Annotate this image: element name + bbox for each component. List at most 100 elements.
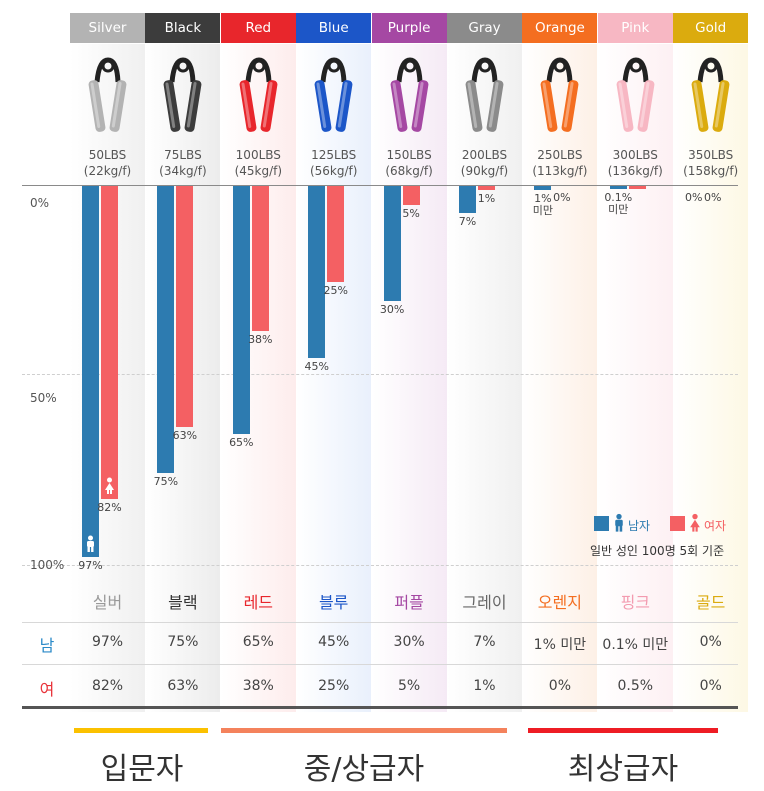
table-cell-female: 38% bbox=[242, 678, 274, 694]
y-tick-label: 100% bbox=[30, 558, 65, 572]
weight-kgf: (22kg/f) bbox=[83, 164, 132, 178]
legend-note: 일반 성인 100명 5회 기준 bbox=[590, 544, 725, 558]
table-cell-male: 0.1% 미만 bbox=[602, 637, 669, 653]
category-name: 실버 bbox=[92, 593, 123, 612]
tier-label: 입문자 bbox=[100, 752, 184, 787]
male-value-label: 30% bbox=[379, 302, 405, 316]
weight-kgf: (45kg/f) bbox=[234, 164, 283, 178]
legend-male-swatch bbox=[594, 516, 609, 531]
table-cell-female: 63% bbox=[167, 678, 199, 694]
female-value-label: 38% bbox=[248, 333, 273, 347]
female-value-label: 25% bbox=[323, 283, 348, 297]
weight-lbs: 100LBS bbox=[235, 148, 281, 162]
weight-lbs: 75LBS bbox=[164, 148, 202, 162]
tier-bar bbox=[528, 728, 718, 733]
male-value-label: 97% bbox=[78, 558, 103, 572]
table-cell-male: 30% bbox=[393, 634, 425, 650]
table-cell-male: 0% bbox=[699, 634, 722, 650]
female-bar bbox=[176, 186, 194, 427]
header-orange: Orange bbox=[522, 13, 598, 43]
axis-top-line bbox=[22, 185, 738, 186]
hand-gripper-icon bbox=[447, 52, 522, 140]
tier-label: 최상급자 bbox=[567, 752, 679, 787]
male-bar bbox=[459, 186, 476, 213]
header-pink: Pink bbox=[597, 13, 673, 43]
table-cell-female: 25% bbox=[318, 678, 350, 694]
female-bar bbox=[101, 186, 118, 500]
category-name: 블루 bbox=[318, 593, 349, 612]
category-name: 오렌지 bbox=[537, 593, 582, 612]
hand-gripper-icon bbox=[372, 52, 447, 140]
weight-kgf: (68kg/f) bbox=[385, 164, 433, 178]
female-bar bbox=[478, 186, 495, 190]
header-blue: Blue bbox=[296, 13, 372, 43]
male-bar bbox=[308, 186, 326, 358]
male-bar bbox=[383, 186, 401, 301]
table-cell-female: 0% bbox=[699, 678, 722, 694]
table-cell-male: 45% bbox=[318, 634, 350, 650]
tier-label: 중/상급자 bbox=[303, 752, 425, 787]
female-figure-icon bbox=[103, 477, 116, 499]
weight-label: 250LBS (113kg/f) bbox=[522, 147, 597, 179]
table-cell-male: 1% 미만 bbox=[533, 637, 587, 653]
header-black: Black bbox=[145, 13, 221, 43]
male-bar bbox=[232, 186, 250, 435]
table-cell-female: 1% bbox=[473, 678, 496, 694]
row-label-female: 여 bbox=[39, 680, 55, 699]
male-value-label: 1% 미만 bbox=[532, 191, 554, 217]
weight-label: 125LBS (56kg/f) bbox=[296, 147, 371, 179]
column-background bbox=[447, 44, 522, 712]
header-red: Red bbox=[220, 13, 296, 43]
hand-gripper-icon bbox=[522, 52, 597, 140]
weight-label: 200LBS (90kg/f) bbox=[447, 147, 522, 179]
legend-male-icon bbox=[612, 513, 626, 537]
category-name: 골드 bbox=[695, 593, 726, 612]
category-name: 그레이 bbox=[462, 593, 507, 612]
weight-label: 75LBS (34kg/f) bbox=[145, 147, 220, 179]
female-value-label: 82% bbox=[97, 501, 122, 515]
male-figure-icon bbox=[84, 535, 97, 557]
male-bar bbox=[82, 186, 99, 557]
weight-kgf: (90kg/f) bbox=[460, 164, 509, 178]
weight-kgf: (158kg/f) bbox=[683, 164, 739, 178]
column-background bbox=[371, 44, 447, 712]
weight-label: 100LBS (45kg/f) bbox=[221, 147, 296, 179]
header-gray: Gray bbox=[447, 13, 522, 43]
male-bar bbox=[157, 186, 175, 473]
tier-bar bbox=[74, 728, 208, 733]
column-background bbox=[522, 44, 598, 712]
weight-lbs: 200LBS bbox=[461, 148, 508, 162]
y-tick-label: 0% bbox=[30, 196, 50, 210]
table-cell-female: 82% bbox=[91, 678, 124, 694]
table-divider bbox=[22, 664, 738, 665]
header-purple: Purple bbox=[371, 13, 447, 43]
weight-lbs: 300LBS bbox=[612, 148, 658, 162]
male-value-label: 65% bbox=[229, 436, 254, 450]
female-value-label: 5% bbox=[402, 207, 420, 221]
weight-kgf: (34kg/f) bbox=[159, 164, 207, 178]
weight-kgf: (136kg/f) bbox=[607, 164, 663, 178]
male-value-label: 75% bbox=[153, 474, 179, 488]
weight-lbs: 150LBS bbox=[386, 148, 432, 162]
gridline bbox=[22, 565, 738, 566]
y-tick-label: 50% bbox=[30, 391, 57, 405]
header-gold: Gold bbox=[673, 13, 749, 43]
male-value-label: 0% bbox=[684, 191, 703, 204]
weight-label: 50LBS (22kg/f) bbox=[70, 147, 145, 179]
female-bar bbox=[251, 186, 269, 332]
table-cell-male: 97% bbox=[91, 634, 124, 650]
table-cell-male: 7% bbox=[473, 634, 496, 650]
legend-female-icon bbox=[688, 513, 702, 537]
hand-gripper-icon bbox=[145, 52, 220, 140]
weight-lbs: 50LBS bbox=[88, 148, 127, 162]
table-divider bbox=[22, 706, 738, 709]
table-cell-female: 0% bbox=[548, 678, 571, 694]
table-cell-female: 5% bbox=[397, 678, 421, 694]
male-bar bbox=[534, 186, 552, 190]
hand-gripper-icon bbox=[673, 52, 748, 140]
female-value-label: 1% bbox=[477, 191, 496, 205]
hand-gripper-icon bbox=[70, 52, 145, 140]
table-divider bbox=[22, 622, 738, 623]
female-value-label: 0% bbox=[553, 191, 571, 204]
legend-female-label: 여자 bbox=[704, 519, 727, 533]
